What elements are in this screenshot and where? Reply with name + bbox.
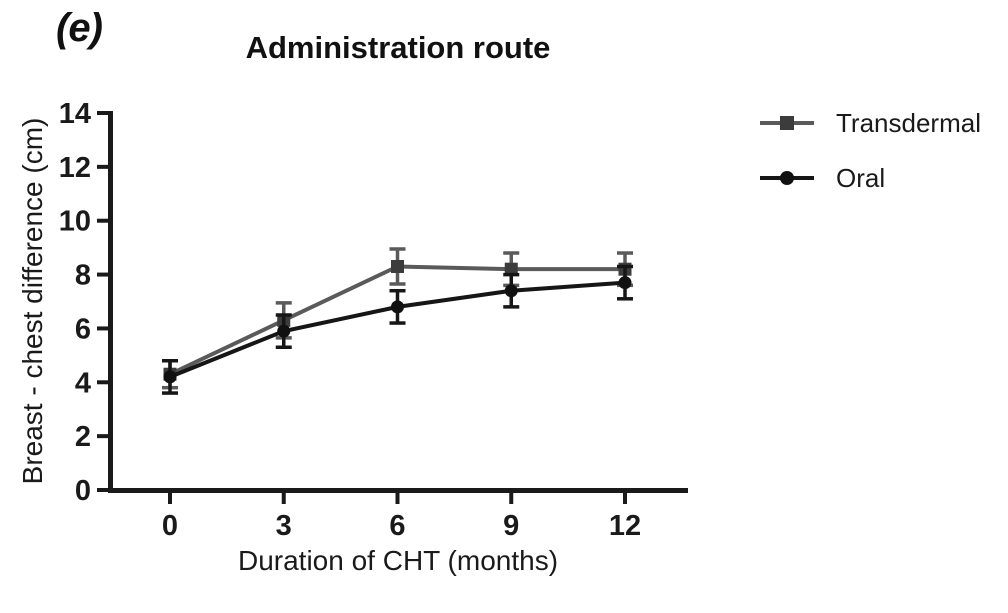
y-tick-label: 2 [75,421,91,453]
y-tick-label: 4 [75,367,91,399]
legend-label-transdermal: Transdermal [836,107,981,138]
legend-label-oral: Oral [836,162,886,193]
x-tick-label: 3 [276,510,292,542]
y-tick-label: 14 [59,98,91,130]
y-tick-label: 8 [75,260,91,292]
marker-circle-oral [504,284,518,298]
y-tick-label: 12 [59,152,91,184]
marker-circle-oral [391,300,404,314]
y-axis-title: Breast - chest difference (cm) [17,118,48,485]
marker-circle-oral [163,370,177,384]
y-tick-label: 10 [59,206,91,238]
x-tick-label: 0 [162,510,178,542]
x-tick-label: 6 [389,510,405,542]
x-tick-label: 9 [503,510,519,542]
chart-title: Administration route [245,30,551,65]
x-tick-label: 12 [609,510,641,542]
marker-square-transdermal [504,262,518,276]
legend-row-transdermal: Transdermal [760,105,981,141]
marker-circle-oral [618,276,632,290]
legend: Transdermal Oral [760,105,981,215]
legend-row-oral: Oral [760,160,981,196]
x-axis-title: Duration of CHT (months) [238,545,558,576]
y-tick-label: 0 [75,475,91,507]
transdermal-line-square-icon [760,116,814,131]
y-tick-label: 6 [75,313,91,345]
marker-circle-oral [277,324,291,338]
oral-line-circle-icon [760,171,814,186]
panel-label: (e) [56,6,103,50]
marker-square-transdermal [391,259,404,273]
